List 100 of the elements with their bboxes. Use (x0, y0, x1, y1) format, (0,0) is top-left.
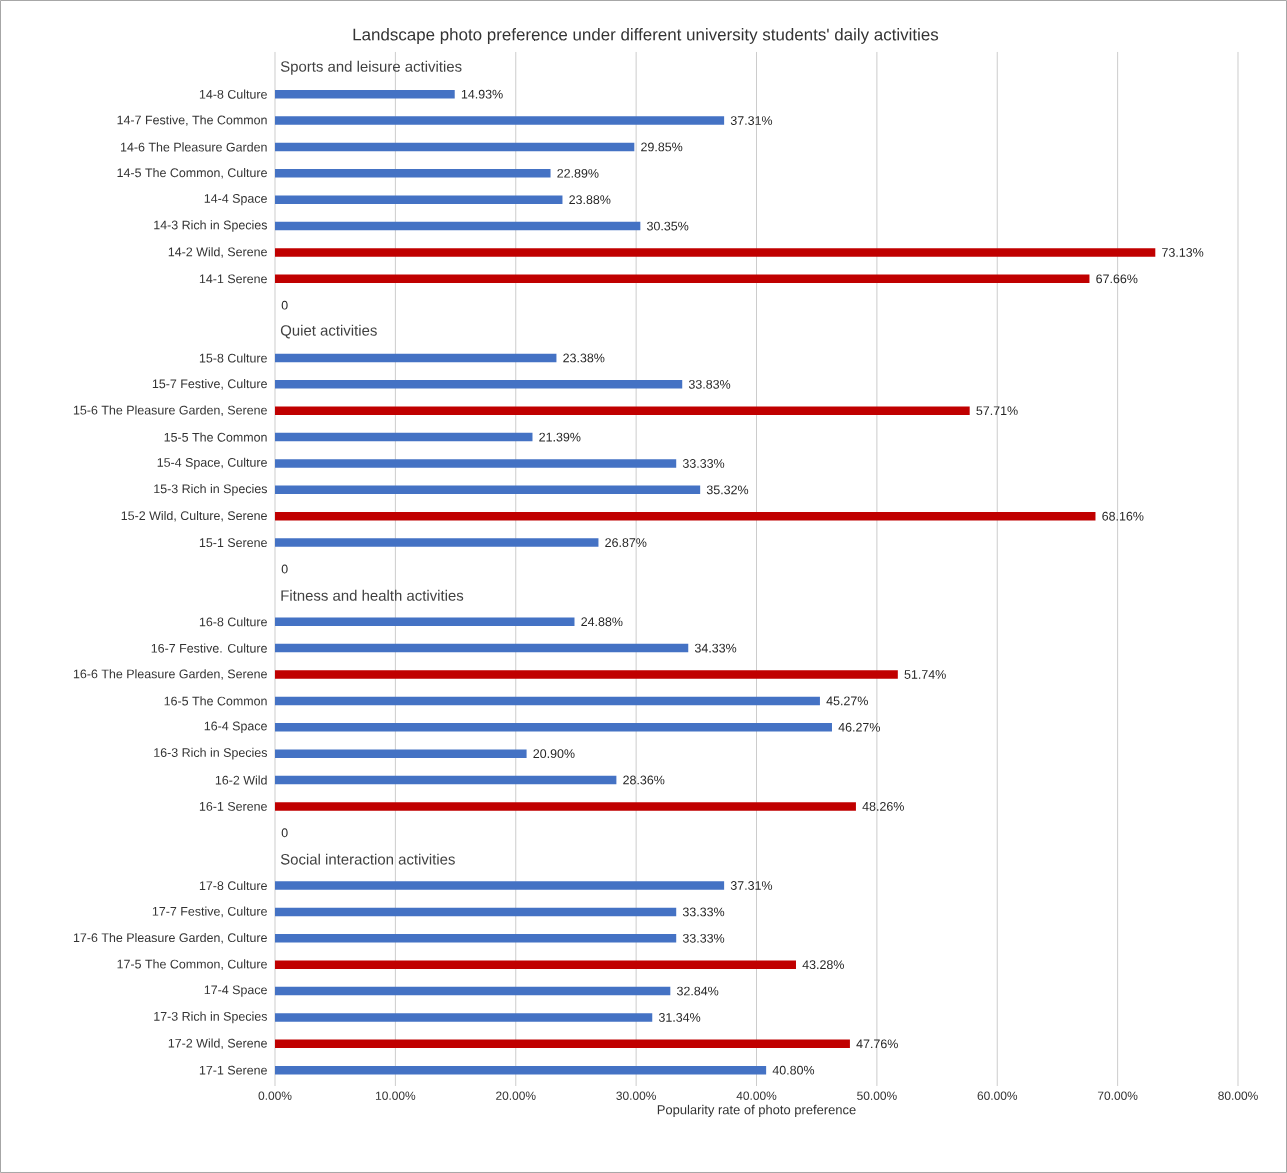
annotation: Sports and leisure activities (280, 60, 462, 75)
data-label: 21.39% (539, 432, 581, 442)
y-tick-label: 14-5 The Common, Culture (117, 167, 267, 179)
y-tick-label: 14-1 Serene (199, 274, 267, 284)
bar (275, 538, 599, 547)
bar (275, 511, 1096, 521)
data-label: 0 (281, 564, 288, 574)
x-tick-label: 80.00% (1218, 1091, 1258, 1100)
y-tick-label: 14-4 Space (204, 194, 267, 206)
data-label: 31.34% (658, 1013, 701, 1022)
y-tick-label: 14-2 Wild, Serene (168, 247, 267, 258)
y-tick-label: 17-6 The Pleasure Garden, Culture (73, 932, 267, 944)
y-tick-label: 16-6 The Pleasure Garden, Serene (73, 669, 267, 680)
data-label: 0 (281, 300, 288, 310)
x-tick-label: 40.00% (736, 1091, 777, 1100)
x-tick-label: 30.00% (616, 1091, 656, 1100)
data-label: 33.33% (682, 459, 725, 468)
data-label: 23.88% (569, 195, 611, 205)
y-tick-label: 15-4 Space, Culture (157, 457, 267, 470)
x-tick-label: 20.00% (496, 1091, 536, 1100)
bar (275, 1039, 850, 1049)
data-label: 67.66% (1096, 274, 1138, 284)
data-label: 33.33% (682, 933, 725, 943)
bar (275, 195, 563, 204)
data-label: 33.33% (682, 907, 725, 917)
bar (275, 380, 683, 389)
data-label: 33.83% (688, 379, 731, 389)
bar (275, 881, 725, 890)
x-tick-label: 50.00% (857, 1091, 897, 1100)
bar (275, 89, 455, 99)
data-label: 43.28% (802, 960, 844, 970)
bar (275, 617, 575, 626)
y-tick-label: 15-8 Culture (199, 353, 267, 363)
y-tick-label: 17-1 Serene (199, 1065, 267, 1075)
bar (275, 485, 701, 495)
data-label: 46.27% (838, 722, 880, 732)
bar (275, 670, 898, 679)
bar (275, 169, 551, 178)
bar (275, 723, 832, 732)
bar (275, 1013, 653, 1022)
data-label: 20.90% (533, 749, 575, 759)
y-tick-label: 16-5 The Common (164, 696, 267, 706)
data-label: 14.93% (461, 89, 503, 99)
y-tick-label: 14-7 Festive, The Common (117, 115, 267, 126)
data-label: 29.85% (641, 142, 683, 152)
y-tick-label: 17-4 Space (204, 985, 267, 997)
bar (275, 802, 856, 811)
y-tick-label: 16-1 Serene (199, 801, 267, 811)
data-label: 23.38% (563, 353, 605, 363)
bar (275, 960, 796, 969)
bar (275, 907, 677, 917)
x-tick-label: 60.00% (977, 1091, 1018, 1100)
bar (275, 696, 820, 706)
data-label: 34.33% (694, 643, 737, 653)
y-tick-label: 15-7 Festive, Culture (152, 379, 267, 390)
y-tick-label: 15-3 Rich in Species (154, 484, 268, 496)
data-label: 47.76% (856, 1039, 898, 1049)
y-tick-label: 17-8 Culture (199, 880, 267, 891)
y-tick-label: 17-3 Rich in Species (154, 1011, 268, 1024)
y-tick-label: 17-5 The Common, Culture (117, 959, 267, 970)
y-tick-label: 16-8 Culture (199, 617, 267, 627)
bar (275, 406, 970, 415)
data-label: 30.35% (647, 221, 689, 231)
x-tick-label: 10.00% (376, 1091, 416, 1100)
bar (275, 775, 617, 785)
data-label: 24.88% (581, 617, 623, 627)
x-axis-title: Popularity rate of photo preference (657, 1104, 856, 1117)
y-tick-label: 16-7 Festive. Culture (151, 643, 267, 653)
bar (275, 353, 557, 363)
bar (275, 142, 635, 152)
y-tick-label: 17-2 Wild, Serene (168, 1038, 267, 1050)
bar (275, 986, 671, 996)
y-tick-label: 14-8 Culture (199, 89, 267, 99)
bar (275, 459, 677, 468)
y-tick-label: 14-6 The Pleasure Garden (120, 142, 267, 152)
y-tick-label: 15-6 The Pleasure Garden, Serene (73, 405, 267, 417)
bar (275, 643, 689, 653)
data-label: 57.71% (976, 406, 1018, 416)
y-tick-label: 14-3 Rich in Species (154, 220, 268, 232)
x-tick-label: 70.00% (1097, 1091, 1138, 1100)
annotation: Fitness and health activities (281, 589, 464, 601)
y-tick-label: 16-2 Wild (215, 775, 267, 785)
y-tick-label: 16-3 Rich in Species (154, 747, 268, 760)
bar (275, 934, 677, 943)
data-label: 45.27% (826, 696, 868, 706)
bar (275, 274, 1090, 284)
annotation: Social interaction activities (280, 853, 455, 865)
data-label: 0 (281, 828, 288, 838)
data-label: 32.84% (676, 986, 719, 996)
data-label: 68.16% (1102, 511, 1144, 521)
bar (275, 221, 641, 231)
bar (275, 432, 533, 442)
x-tick-label: 0.00% (258, 1091, 292, 1100)
annotation: Quiet activities (280, 324, 377, 339)
bar (275, 1065, 767, 1075)
data-label: 48.26% (862, 801, 904, 811)
y-tick-label: 15-5 The Common (164, 432, 267, 442)
y-tick-label: 15-2 Wild, Culture, Serene (121, 510, 267, 522)
chart-title: Landscape photo preference under different university students' daily activities (353, 28, 939, 44)
bar (275, 248, 1156, 257)
